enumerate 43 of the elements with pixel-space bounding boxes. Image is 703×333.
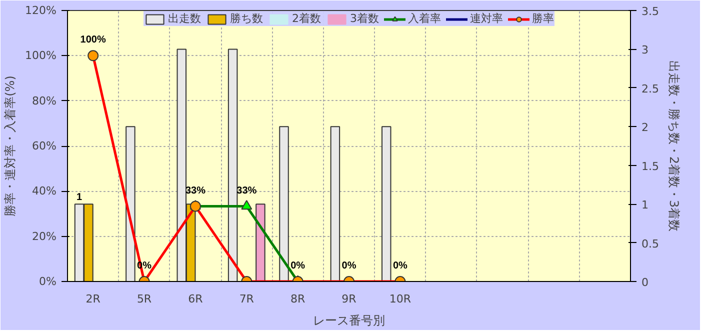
legend-label: 勝ち数 (230, 11, 263, 26)
y2-tick-label: 1.5 (642, 160, 659, 173)
y-axis-title: 勝率・連対率・入着率(%) (3, 76, 18, 216)
bar (256, 204, 266, 282)
y-tick-label: 120% (25, 4, 57, 17)
y-tick-label: 20% (32, 230, 57, 243)
y2-tick-label: 3.5 (642, 5, 659, 18)
y2-tick-label: 2.5 (642, 82, 659, 96)
legend-label: 入着率 (408, 11, 441, 26)
bar (381, 126, 392, 282)
y-tick-label: 40% (32, 184, 57, 198)
legend-label: 2着数 (292, 11, 321, 26)
x-axis-title: レース番号別 (313, 314, 385, 328)
y-tick-label: 60% (32, 140, 57, 152)
y2-tick-label: 0.5 (642, 237, 659, 250)
y2-axis-title: 出走数・勝ち数・2着数・3着数 (666, 60, 681, 232)
annotation: 0% (342, 260, 356, 272)
x-tick-label: 6R (188, 292, 204, 306)
x-tick-label: 2R (86, 292, 101, 306)
legend-label: 勝率 (532, 11, 554, 26)
x-tick-label: 8R (290, 292, 306, 306)
bar (228, 48, 238, 282)
y2-tick-label: 1 (642, 198, 648, 212)
y-tick-label: 80% (32, 94, 57, 108)
y-tick-label: 0% (39, 275, 56, 288)
legend-label: 出走数 (168, 11, 201, 26)
x-tick-label: 10R (389, 292, 412, 306)
y2-tick-label: 2 (642, 121, 648, 134)
bar (330, 126, 340, 282)
annotation: 0% (392, 260, 408, 272)
x-tick-label: 7R (239, 292, 254, 306)
y-tick-label: 100% (25, 49, 57, 62)
y2-tick-label: 0 (642, 276, 648, 289)
legend-label: 3着数 (350, 11, 379, 26)
x-tick-label: 9R (342, 292, 357, 306)
data-label: 1 (76, 192, 82, 204)
annotation: 100% (80, 34, 106, 46)
y2-tick-label: 3 (642, 44, 648, 57)
legend-label: 連対率 (470, 11, 503, 26)
bar (279, 126, 289, 282)
x-tick-label: 5R (136, 292, 152, 306)
annotation: 0% (290, 260, 306, 272)
bar (126, 126, 136, 282)
